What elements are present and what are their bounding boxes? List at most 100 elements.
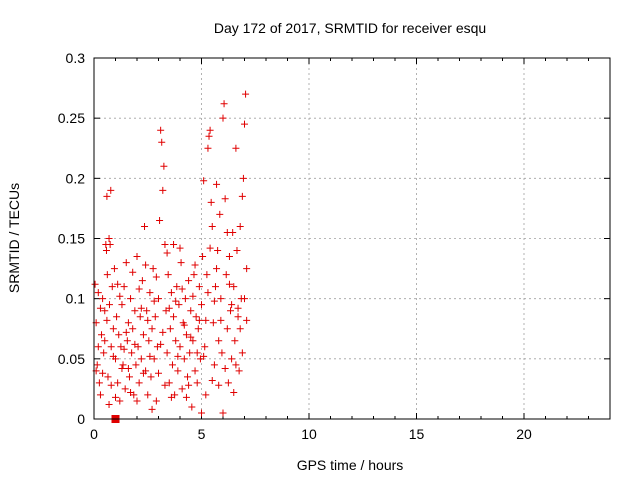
data-point bbox=[163, 349, 171, 357]
y-tick-label: 0.2 bbox=[66, 170, 86, 186]
x-tick-label: 20 bbox=[516, 426, 532, 442]
data-point bbox=[208, 376, 216, 384]
data-point bbox=[150, 355, 158, 363]
y-tick-label: 0 bbox=[77, 411, 85, 427]
data-point bbox=[202, 316, 210, 324]
data-point bbox=[109, 352, 117, 360]
data-point bbox=[96, 304, 104, 312]
data-point bbox=[242, 90, 250, 98]
data-point bbox=[129, 268, 137, 276]
data-point bbox=[94, 343, 102, 351]
data-point bbox=[151, 313, 159, 321]
data-point bbox=[147, 373, 155, 381]
data-point bbox=[191, 261, 199, 269]
data-point bbox=[222, 271, 230, 279]
data-point bbox=[148, 405, 156, 413]
data-point bbox=[188, 403, 196, 411]
data-point bbox=[207, 198, 215, 206]
data-point bbox=[166, 325, 174, 333]
data-point bbox=[218, 349, 226, 357]
data-point bbox=[204, 289, 212, 297]
data-point bbox=[152, 273, 160, 281]
data-point bbox=[133, 253, 141, 261]
data-point bbox=[195, 283, 203, 291]
data-point bbox=[217, 316, 225, 324]
data-point bbox=[174, 352, 182, 360]
data-point bbox=[167, 393, 175, 401]
data-point bbox=[155, 369, 162, 377]
data-point bbox=[98, 331, 106, 339]
data-point bbox=[94, 289, 102, 297]
data-point bbox=[221, 364, 229, 372]
data-point bbox=[211, 283, 219, 291]
data-point bbox=[168, 361, 176, 369]
data-point bbox=[174, 367, 182, 375]
data-point bbox=[167, 289, 175, 297]
x-tick-label: 15 bbox=[409, 426, 425, 442]
data-point bbox=[216, 210, 224, 218]
data-point bbox=[135, 379, 143, 387]
data-point bbox=[172, 297, 180, 305]
data-point bbox=[105, 301, 113, 309]
data-point bbox=[187, 333, 195, 341]
data-point bbox=[108, 283, 116, 291]
data-point bbox=[181, 295, 189, 303]
data-point bbox=[208, 222, 216, 230]
data-point bbox=[102, 247, 110, 255]
data-point bbox=[182, 331, 190, 339]
data-point bbox=[107, 186, 115, 194]
data-points bbox=[91, 90, 251, 423]
data-point bbox=[103, 316, 111, 324]
data-point bbox=[187, 307, 195, 315]
data-point bbox=[103, 271, 111, 279]
data-point bbox=[148, 325, 156, 333]
data-point bbox=[125, 373, 133, 381]
data-point bbox=[206, 244, 214, 252]
data-point bbox=[144, 391, 152, 399]
data-point bbox=[135, 285, 143, 293]
data-point bbox=[198, 301, 205, 309]
axis-ticks: 0 5 10 15 20 0 0.05 0.1 0.15 0.2 0.25 0.3 bbox=[58, 50, 611, 442]
data-point bbox=[215, 381, 223, 389]
data-point bbox=[234, 313, 242, 321]
data-point bbox=[107, 381, 115, 389]
data-point bbox=[137, 355, 145, 363]
data-point bbox=[180, 321, 188, 329]
data-point bbox=[127, 389, 135, 397]
data-point bbox=[131, 307, 139, 315]
data-point bbox=[127, 295, 135, 303]
data-point bbox=[159, 186, 167, 194]
data-point bbox=[158, 138, 166, 146]
data-point bbox=[118, 364, 126, 372]
data-point bbox=[214, 247, 222, 255]
data-point bbox=[175, 301, 183, 309]
data-point bbox=[217, 295, 225, 303]
data-point bbox=[209, 319, 217, 327]
data-point bbox=[219, 409, 227, 417]
data-point bbox=[185, 381, 193, 389]
data-point bbox=[193, 349, 201, 357]
data-point bbox=[228, 355, 236, 363]
y-tick-label: 0.25 bbox=[58, 110, 85, 126]
data-point bbox=[170, 313, 178, 321]
data-point bbox=[120, 283, 128, 291]
data-point bbox=[91, 280, 99, 288]
data-point bbox=[236, 325, 244, 333]
data-point bbox=[122, 259, 130, 267]
data-point bbox=[193, 379, 201, 387]
data-point bbox=[231, 337, 239, 345]
data-point bbox=[156, 216, 164, 224]
data-point bbox=[227, 307, 235, 315]
data-point bbox=[132, 361, 140, 369]
data-point bbox=[202, 391, 210, 399]
data-point bbox=[144, 316, 152, 324]
data-point bbox=[170, 241, 178, 249]
data-point bbox=[243, 265, 251, 273]
data-point bbox=[103, 192, 111, 200]
data-point bbox=[221, 195, 229, 203]
data-point bbox=[131, 340, 139, 348]
data-point bbox=[109, 325, 117, 333]
data-point bbox=[219, 114, 227, 122]
data-point bbox=[192, 313, 200, 321]
data-point bbox=[230, 389, 238, 397]
